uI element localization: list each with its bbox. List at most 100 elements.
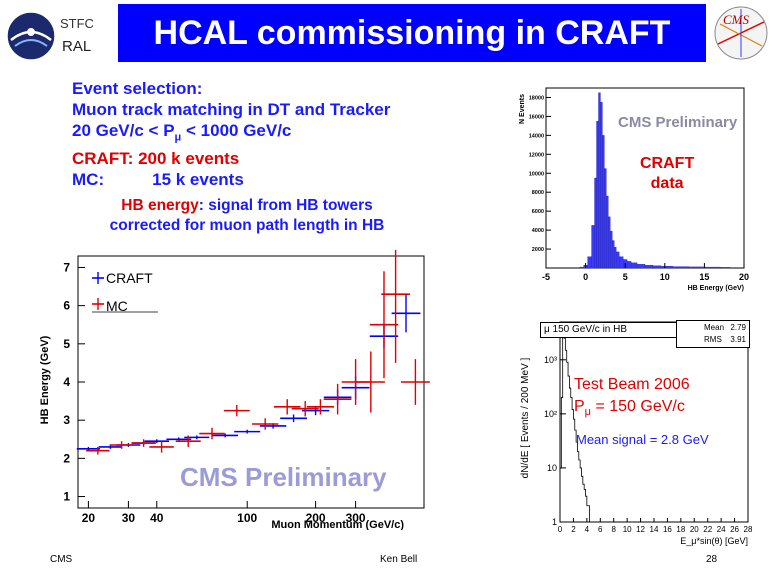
main-xtick-label: 200 — [306, 511, 326, 525]
mc-label: MC: — [72, 170, 105, 190]
tb-xtick-label: 22 — [703, 525, 712, 534]
hb-energy-note: HB energy: signal from HB towers correct… — [80, 196, 414, 236]
hist1-bar — [598, 92, 601, 269]
momentum-pre: 20 GeV/c < P — [72, 121, 175, 140]
hist1-frame — [545, 87, 745, 269]
hb-energy-vs-momentum-plot: 20 30 40 100 200 300 1 2 3 4 5 6 7 Muon Momentum (GeV… — [34, 250, 434, 530]
hist1-bar — [579, 266, 584, 269]
tb-xtick-label: 12 — [636, 525, 645, 534]
tb-xtick-label: 10 — [623, 525, 632, 534]
footer-left: CMS — [50, 554, 73, 565]
hist1-bar — [630, 262, 638, 269]
hist1-xtick-label: 20 — [739, 272, 749, 282]
hist1-xlabel: HB Energy (GeV) — [688, 285, 744, 292]
tb-xtick-label: 14 — [650, 525, 659, 534]
legend-mc-label: MC — [106, 298, 128, 314]
hist1-ytick-label: 16000 — [529, 114, 544, 120]
hb-note-line1: HB energy: signal from HB towers — [80, 196, 414, 216]
tb-line2: Pμ = 150 GeV/c — [574, 396, 690, 423]
tb-mean-label: Mean — [704, 323, 725, 332]
hist1-bar — [688, 266, 705, 269]
tb-xtick-label: 0 — [558, 525, 563, 534]
main-ytick-label: 6 — [63, 299, 70, 313]
hist1-bar — [616, 251, 620, 269]
hist1-ytick-label: 14000 — [529, 133, 544, 139]
cms-logo: CMS — [710, 4, 772, 62]
title-bar: HCAL commissioning in CRAFT — [118, 4, 706, 62]
test-beam-histogram: 0 2 4 6 8 10 12 14 16 18 20 22 24 26 2811010²10³E_μ*si… — [514, 318, 776, 548]
craft-data-label: CRAFT data — [640, 154, 694, 194]
hist1-bar — [610, 230, 613, 269]
craft-data-line2: data — [650, 175, 684, 192]
craft-hb-energy-histogram: -5 0 5 10 15 20 2000 4000 6000 8000 10000 12000 1400… — [516, 82, 766, 294]
tb-xlabel: E_μ*sin(θ) [GeV] — [680, 536, 748, 546]
hist1-xtick-label: 0 — [583, 272, 588, 282]
main-xtick-label: 30 — [122, 511, 136, 525]
hist1-ytick-label: 2000 — [532, 247, 544, 253]
selection-craft-events: CRAFT: 200 k events — [72, 149, 240, 169]
footer-page-number: 28 — [706, 554, 718, 565]
tb-xtick-label: 28 — [744, 525, 753, 534]
hist1-ylabel: N Events — [519, 94, 526, 124]
main-ytick-label: 3 — [63, 413, 70, 427]
tb-histogram-line — [559, 333, 595, 523]
org-label-bottom: RAL — [62, 38, 92, 55]
tb-xtick-label: 16 — [663, 525, 672, 534]
cms-detector-icon: CMS — [710, 4, 772, 62]
selection-heading: Event selection: — [72, 79, 203, 98]
tb-mean-value: 2.79 — [730, 323, 746, 332]
main-ytick-label: 5 — [63, 337, 70, 351]
page-title: HCAL commissioning in CRAFT — [153, 14, 671, 52]
main-ytick-label: 7 — [63, 260, 70, 274]
hist1-bar — [704, 266, 721, 269]
hist1-bar — [606, 195, 609, 269]
tb-ylabel: dN/dE [ Events / 200 MeV ] — [520, 357, 531, 478]
hist1-ytick-label: 12000 — [529, 152, 544, 158]
main-ytick-label: 1 — [63, 490, 70, 504]
tb-xtick-label: 6 — [598, 525, 603, 534]
footer-center: Ken Bell — [380, 554, 418, 565]
stfc-logo — [4, 6, 104, 64]
hist1-bar — [627, 261, 632, 269]
tb-ytick-label: 1 — [552, 517, 557, 527]
hist1-bar — [720, 267, 731, 269]
tb-rms-label: RMS — [704, 335, 722, 344]
hist1-bar — [614, 247, 617, 269]
selection-mc-events: MC: 15 k events — [72, 169, 390, 190]
main-xtick-label: 100 — [237, 511, 257, 525]
tb-xtick-label: 2 — [571, 525, 576, 534]
hist1-bar — [672, 266, 689, 269]
tb-stats-box: Mean 2.79 RMS 3.91 — [676, 320, 750, 348]
mc-value: 15 k events — [152, 170, 244, 190]
selection-momentum-range: 20 GeV/c < Pμ < 1000 GeV/c — [72, 120, 390, 148]
main-xtick-label: 300 — [346, 511, 366, 525]
hist1-ytick-label: 4000 — [532, 228, 544, 234]
tb-xtick-label: 8 — [611, 525, 616, 534]
tb-xtick-label: 4 — [585, 525, 590, 534]
hist1-xtick-label: -5 — [542, 272, 550, 282]
tb-xtick-label: 24 — [717, 525, 726, 534]
legend-craft-label: CRAFT — [106, 270, 153, 286]
hist1-bar — [600, 102, 603, 269]
tb-stats-title: μ 150 GeV/c in HB — [540, 322, 677, 338]
tb-xtick-label: 26 — [730, 525, 739, 534]
hist1-bar — [612, 240, 615, 269]
mean-signal-label: Mean signal = 2.8 GeV — [576, 432, 709, 447]
main-xtick-label: 40 — [150, 511, 164, 525]
hb-note-line2: corrected for muon path length in HB — [109, 217, 385, 234]
hist1-xtick-label: 5 — [623, 272, 628, 282]
hist1-bar — [604, 168, 607, 269]
main-ytick-label: 2 — [63, 451, 70, 465]
hist1-ytick-label: 6000 — [532, 209, 544, 215]
tb-line2-sub: μ — [584, 406, 592, 419]
hist1-bar — [652, 265, 661, 269]
tb-xtick-label: 18 — [676, 525, 685, 534]
svg-text:CMS: CMS — [723, 12, 750, 27]
hist1-bar — [596, 121, 599, 269]
org-label-top: STFC — [60, 16, 94, 31]
stfc-emblem-icon — [6, 11, 56, 61]
momentum-post: < 1000 GeV/c — [181, 121, 292, 140]
tb-xtick-label: 20 — [690, 525, 699, 534]
hist1-bar — [602, 135, 605, 269]
hist1-bar — [587, 256, 592, 269]
